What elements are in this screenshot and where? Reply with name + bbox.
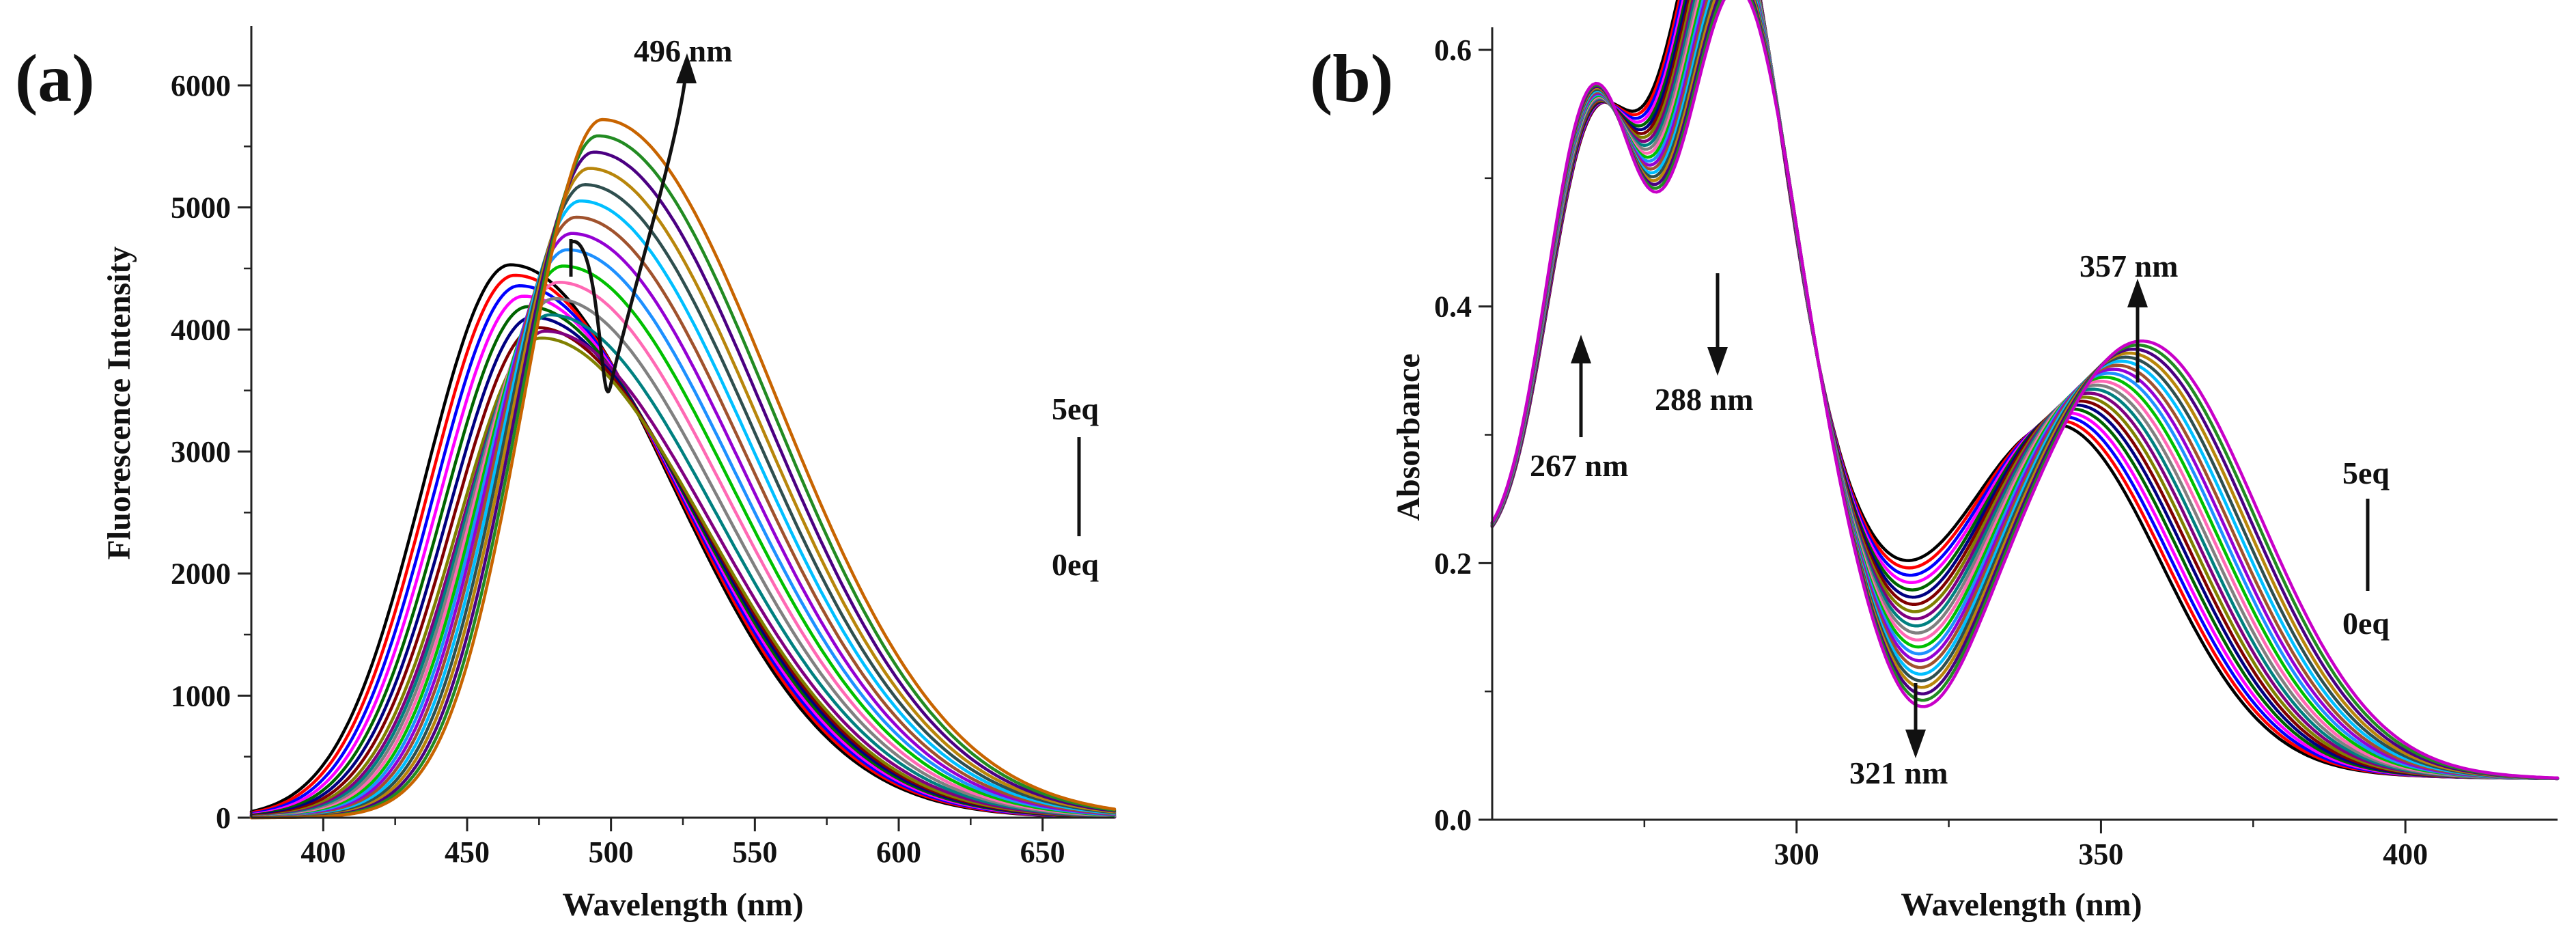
arrow-321-head	[1905, 730, 1926, 758]
panel-b-series-line	[1490, 0, 2560, 780]
x-tick-label: 400	[300, 835, 346, 869]
panel-a-ticks: 400 450 500 550 600 650 0 1000 2000 3000 4000 5000 6…	[171, 69, 1065, 869]
x-tick-label: 350	[2078, 837, 2123, 871]
arrow-357-head	[2127, 279, 2148, 307]
x-tick-label: 600	[876, 835, 921, 869]
y-tick-label: 4000	[171, 313, 231, 346]
panel-a-series-line	[249, 215, 1117, 820]
x-tick-label: 500	[589, 835, 634, 869]
panel-b-series-line	[1490, 0, 2560, 780]
label-357: 357 nm	[2080, 249, 2178, 283]
panel-a-series-line	[249, 284, 1117, 819]
panel-a-shift-arrow	[569, 74, 688, 393]
y-tick-label: 1000	[171, 679, 231, 712]
panel-b-series-line	[1490, 0, 2560, 781]
panel-b-range-top: 5eq	[2342, 456, 2390, 490]
panel-b-series	[1490, 0, 2560, 781]
panel-b-series-line	[1490, 0, 2560, 780]
label-288: 288 nm	[1655, 382, 1753, 417]
panel-a-series-line	[249, 183, 1117, 820]
panel-a-series-line	[249, 273, 1117, 819]
label-267: 267 nm	[1530, 448, 1628, 483]
panel-a-series-line	[249, 117, 1117, 820]
y-tick-label: 0.4	[1434, 290, 1472, 324]
panel-b-series-line	[1490, 0, 2560, 781]
panel-a-x-title: Wavelength (nm)	[562, 887, 803, 923]
panel-a-series-line	[249, 199, 1117, 820]
panel-a-series-line	[249, 336, 1117, 818]
x-tick-label: 450	[445, 835, 490, 869]
panel-a-series-line	[249, 296, 1117, 819]
y-tick-label: 6000	[171, 69, 231, 102]
panel-b-series-line	[1490, 0, 2560, 781]
panel-b-series-line	[1490, 0, 2560, 781]
panel-a: (a) 400 450 500 550 600 650 0 1000 2000 3000 4000 5…	[15, 26, 1117, 923]
y-tick-label: 0	[216, 801, 231, 835]
panel-a-y-title: Fluorescence Intensity	[101, 246, 137, 559]
panel-a-series	[249, 117, 1117, 820]
label-321: 321 nm	[1849, 756, 1948, 790]
panel-a-peak-label: 496 nm	[634, 33, 732, 68]
x-tick-label: 400	[2383, 837, 2428, 871]
panel-b-series-line	[1490, 0, 2560, 780]
panel-b-series-line	[1490, 0, 2560, 780]
panel-a-series-line	[249, 281, 1117, 819]
panel-a-series-line	[249, 150, 1117, 820]
panel-b-y-title: Absorbance	[1390, 353, 1427, 521]
arrow-267-head	[1571, 335, 1591, 363]
panel-a-series-line	[249, 248, 1117, 819]
panel-b-range-bottom: 0eq	[2342, 606, 2390, 641]
panel-a-series-line	[249, 134, 1117, 820]
y-tick-label: 0.6	[1434, 33, 1472, 67]
panel-a-arrow-head	[676, 53, 697, 83]
panel-b-series-line	[1490, 0, 2560, 780]
panel-a-range-bottom: 0eq	[1052, 547, 1099, 582]
y-tick-label: 3000	[171, 435, 231, 469]
panel-a-range-top: 5eq	[1052, 391, 1099, 426]
panel-b-ticks: 300 350 400 0.0 0.2 0.4 0.6	[1434, 33, 2428, 871]
panel-a-series-line	[249, 329, 1117, 818]
panel-a-series-line	[249, 232, 1117, 819]
y-tick-label: 2000	[171, 557, 231, 591]
x-tick-label: 300	[1774, 837, 1819, 871]
y-tick-label: 5000	[171, 191, 231, 225]
y-tick-label: 0.2	[1434, 546, 1472, 580]
panel-a-series-line	[249, 313, 1117, 819]
panel-b-x-title: Wavelength (nm)	[1901, 887, 2142, 923]
panel-b-label: (b)	[1310, 40, 1393, 116]
x-tick-label: 650	[1020, 835, 1065, 869]
panel-a-series-line	[249, 264, 1117, 819]
panel-b-series-line	[1490, 0, 2560, 780]
arrow-288-head	[1707, 347, 1728, 376]
panel-b: (b) 300 350 400 0.0 0.2 0.4 0.6 Absorbance Wav…	[1310, 0, 2560, 923]
panel-b-series-line	[1490, 0, 2560, 781]
x-tick-label: 550	[732, 835, 777, 869]
panel-a-series-line	[249, 167, 1117, 820]
y-tick-label: 0.0	[1434, 803, 1472, 837]
panel-a-label: (a)	[15, 40, 95, 116]
panel-b-series-line	[1490, 0, 2560, 780]
panel-b-series-line	[1490, 0, 2560, 780]
panel-b-series-line	[1490, 0, 2560, 780]
